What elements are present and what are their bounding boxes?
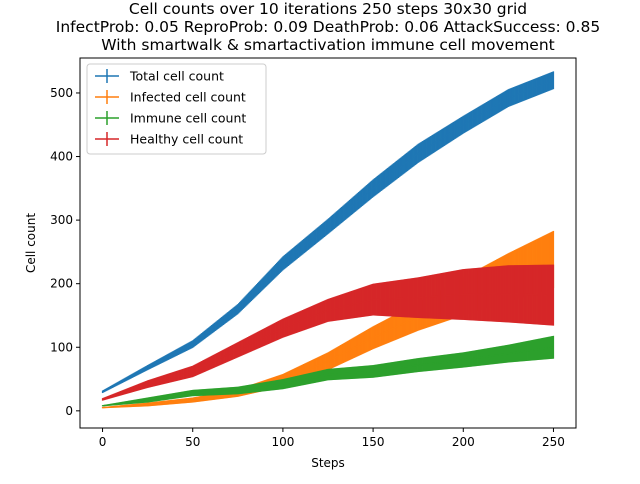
- legend-label-1: Infected cell count: [130, 90, 246, 105]
- series-2: [101, 335, 555, 407]
- chart-title-line-2: InfectProb: 0.05 ReproProb: 0.09 DeathPr…: [56, 18, 600, 36]
- series-3: [101, 264, 555, 401]
- legend-label-2: Immune cell count: [130, 111, 246, 126]
- y-tick-label: 500: [50, 86, 73, 100]
- legend: Total cell count Infected cell count Immun…: [86, 63, 267, 155]
- series-line: [102, 293, 554, 400]
- x-tick-label: 50: [185, 435, 200, 449]
- x-tick-label: 200: [452, 435, 475, 449]
- y-axis-ticks: 0 100 200 300 400 500: [50, 86, 80, 418]
- legend-label-0: Total cell count: [129, 69, 224, 84]
- y-tick-label: 0: [65, 404, 73, 418]
- legend-box: [86, 63, 267, 155]
- x-axis-ticks: 0 50 100 150 200 250: [99, 428, 565, 449]
- plot-area: [101, 71, 555, 409]
- y-tick-label: 200: [50, 277, 73, 291]
- series-line: [102, 79, 554, 393]
- x-tick-label: 250: [542, 435, 565, 449]
- series-line: [102, 346, 554, 407]
- chart-title-line-3: With smartwalk & smartactivation immune …: [101, 36, 555, 54]
- plot-frame: [79, 57, 577, 429]
- chart-title-line-1: Cell counts over 10 iterations 250 steps…: [129, 0, 527, 18]
- legend-item: Healthy cell count: [95, 132, 243, 147]
- legend-label-3: Healthy cell count: [130, 132, 243, 147]
- chart-title: Cell counts over 10 iterations 250 steps…: [56, 0, 600, 54]
- y-tick-label: 100: [50, 340, 73, 354]
- x-tick-label: 0: [99, 435, 107, 449]
- x-tick-label: 100: [271, 435, 294, 449]
- y-axis-label: Cell count: [24, 213, 38, 273]
- legend-item: Total cell count: [95, 69, 224, 84]
- x-axis-label: Steps: [311, 456, 345, 470]
- y-tick-label: 300: [50, 213, 73, 227]
- legend-item: Immune cell count: [95, 111, 246, 126]
- y-tick-label: 400: [50, 150, 73, 164]
- x-tick-label: 150: [362, 435, 385, 449]
- series-0: [101, 71, 555, 394]
- legend-item: Infected cell count: [95, 90, 246, 105]
